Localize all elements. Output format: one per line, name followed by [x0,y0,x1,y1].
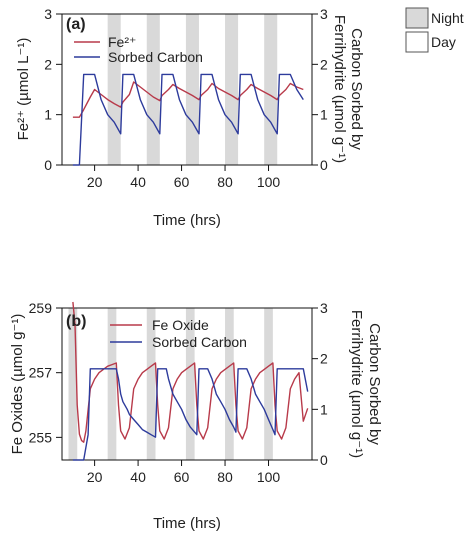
panel-b-night-band-4 [185,308,195,460]
panel-b-y-axis-label-left: Fe Oxides (µmol g⁻¹) [9,314,26,455]
panel-a-night-band-5 [264,14,278,165]
panel-b-y-axis-label-right-line1: Carbon Sorbed by [366,323,383,445]
panel-b-y-tick-label-right-3: 3 [320,300,328,316]
panel-b-y-tick-label-left-259: 259 [29,300,53,316]
panel-a-plot-frame [61,13,313,166]
panel-a-label: (a) [66,16,86,33]
panel-a-x-tick-label-60: 60 [174,174,190,190]
panel-a-x-tick-label-20: 20 [87,174,103,190]
panel-a-x-tick-label-100: 100 [257,174,281,190]
panel-b-y-tick-label-right-0: 0 [320,452,328,468]
day-key-swatch [405,31,429,53]
panel-a-legend-carbon-label: Sorbed Carbon [108,49,203,65]
panel-b-night-band-1 [68,308,78,460]
panel-a-night-band-2 [146,14,160,165]
panel-a-x-tick-label-40: 40 [130,174,146,190]
panel-a-x-tick-label-80: 80 [217,174,233,190]
panel-b: 20 40 60 80 100 255 257 259 0 1 2 3 (b) Fe Oxide … [9,300,383,532]
panel-a-y-ticks-left: 0 1 2 3 [44,6,62,173]
panel-b-y-tick-label-right-1: 1 [320,401,328,417]
panel-b-x-tick-label-20: 20 [87,469,103,485]
panel-b-y-tick-label-left-255: 255 [29,429,53,445]
panel-a-y-tick-label-left-2: 2 [44,56,52,72]
panel-b-night-shading [68,308,273,460]
panel-b-x-tick-label-100: 100 [257,469,281,485]
panel-b-plot-frame [61,307,313,461]
panel-a-y-ticks-right: 0 1 2 3 [312,6,328,173]
panel-b-y-axis-label-right-line2: Ferrihydrite (µmol g⁻¹) [348,310,365,458]
panel-b-legend: Fe Oxide Sorbed Carbon [110,317,247,350]
night-key-swatch [405,7,429,29]
panel-a-night-band-3 [185,14,199,165]
panel-b-y-tick-label-right-2: 2 [320,351,328,367]
panel-b-series [72,301,309,461]
panel-b-series-line-2 [72,368,309,461]
panel-b-legend-feoxide-label: Fe Oxide [152,317,209,333]
day-key-label: Day [431,34,456,50]
panel-b-x-tick-label-60: 60 [174,469,190,485]
panel-a-y-tick-label-right-0: 0 [320,157,328,173]
panel-a-y-tick-label-right-1: 1 [320,107,328,123]
panel-a-y-tick-label-right-3: 3 [320,6,328,22]
panel-b-y-ticks-left: 255 257 259 [29,300,62,445]
panel-b-x-axis-label: Time (hrs) [153,515,221,532]
panel-a-y-tick-label-right-2: 2 [320,56,328,72]
panel-a-x-ticks: 20 40 60 80 100 [87,165,281,190]
panel-b-legend-carbon-label: Sorbed Carbon [152,334,247,350]
panel-b-label: (b) [66,313,86,330]
panel-a-legend: Fe²⁺ Sorbed Carbon [74,34,203,65]
panel-a-y-axis-label-left: Fe²⁺ (µmol L⁻¹) [15,38,32,141]
panel-a-series [72,73,304,166]
panel-a-y-tick-label-left-1: 1 [44,107,52,123]
night-day-key: Night Day [405,7,464,53]
panel-a-y-tick-label-left-0: 0 [44,157,52,173]
panel-b-x-tick-label-40: 40 [130,469,146,485]
panel-a-y-axis-label-right-line2: Ferrihydrite (µmol g⁻¹) [331,15,348,163]
panel-b-night-band-6 [264,308,273,460]
panel-b-x-tick-label-80: 80 [217,469,233,485]
panel-a-y-axis-label-right-line1: Carbon Sorbed by [348,28,365,150]
panel-b-y-tick-label-left-257: 257 [29,365,53,381]
panel-b-night-band-2 [107,308,117,460]
panel-b-night-band-5 [225,308,234,460]
panel-a-y-tick-label-left-3: 3 [44,6,52,22]
night-key-label: Night [431,10,464,26]
panel-a-x-axis-label: Time (hrs) [153,212,221,229]
panel-a-legend-fe2-label: Fe²⁺ [108,34,136,50]
panel-a-series-line-1 [72,81,304,118]
panel-b-night-band-3 [146,308,156,460]
panel-a-night-band-4 [225,14,239,165]
panel-a-series-line-2 [72,73,304,166]
panel-b-x-ticks: 20 40 60 80 100 [87,460,281,485]
panel-b-y-ticks-right: 0 1 2 3 [312,300,328,468]
panel-a: 20 40 60 80 100 0 1 2 3 0 1 2 3 (a) Fe²⁺ Sorbed Ca… [15,6,365,229]
